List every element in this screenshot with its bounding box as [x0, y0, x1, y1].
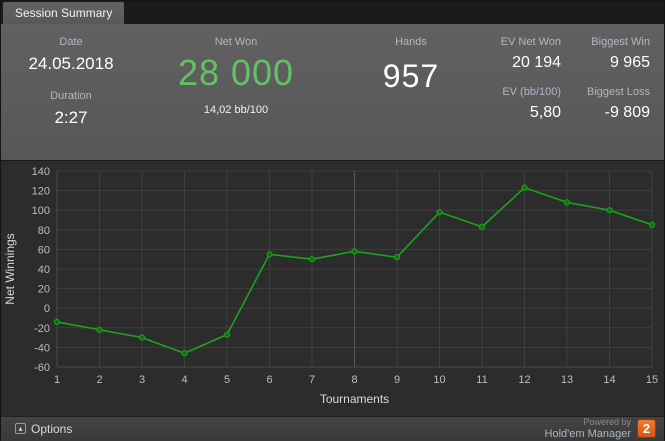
svg-text:-40: -40 — [34, 342, 50, 354]
svg-text:15: 15 — [646, 374, 658, 386]
ev-net-won-value: 20 194 — [512, 54, 562, 71]
hands-column: Hands 957 — [331, 36, 491, 160]
svg-text:10: 10 — [433, 374, 445, 386]
biggest-win-label: Biggest Win — [591, 36, 650, 48]
net-won-value: 28 000 — [177, 52, 295, 93]
svg-text:20: 20 — [38, 284, 50, 296]
svg-text:Tournaments: Tournaments — [320, 392, 389, 406]
svg-text:40: 40 — [38, 264, 50, 276]
svg-text:11: 11 — [476, 374, 487, 386]
options-label: Options — [31, 421, 73, 436]
duration-label: Duration — [50, 90, 92, 102]
duration-stat: Duration 2:27 — [1, 90, 141, 128]
hands-label: Hands — [395, 36, 427, 48]
date-duration-column: Date 24.05.2018 Duration 2:27 — [1, 36, 141, 160]
biggest-loss-stat: Biggest Loss -9 809 — [587, 86, 650, 122]
svg-text:12: 12 — [518, 374, 530, 386]
svg-text:14: 14 — [603, 374, 615, 386]
powered-by-label: Powered by — [583, 417, 631, 427]
svg-text:4: 4 — [181, 374, 187, 386]
biggest-loss-label: Biggest Loss — [587, 86, 650, 98]
svg-text:120: 120 — [32, 186, 50, 198]
net-won-label: Net Won — [214, 36, 258, 48]
net-won-bb100: 14,02 bb/100 — [203, 104, 269, 116]
svg-text:1: 1 — [54, 374, 60, 386]
svg-text:Net Winnings: Net Winnings — [3, 233, 17, 304]
ev-net-won-stat: EV Net Won 20 194 — [501, 36, 561, 72]
date-value: 24.05.2018 — [28, 54, 114, 73]
hm2-logo-icon: 2 — [637, 419, 656, 439]
biggest-win-value: 9 965 — [609, 54, 650, 71]
brand-name: Hold'em Manager — [544, 427, 631, 440]
svg-text:7: 7 — [309, 374, 315, 386]
svg-text:-60: -60 — [34, 362, 50, 374]
ev-bb100-label: EV (bb/100) — [502, 86, 562, 98]
date-stat: Date 24.05.2018 — [1, 36, 141, 74]
svg-text:3: 3 — [139, 374, 145, 386]
svg-text:5: 5 — [224, 374, 230, 386]
tab-session-summary[interactable]: Session Summary — [3, 2, 125, 24]
options-button[interactable]: ▴ Options — [7, 419, 80, 439]
svg-text:2: 2 — [96, 374, 102, 386]
biggest-loss-value: -9 809 — [604, 104, 650, 121]
options-caret-icon: ▴ — [15, 423, 26, 435]
net-winnings-chart-panel: -60 -40 -20 0 20 40 60 80 100 120 140 1 2 3 4 5 6 7 8 9 10 11… — [1, 160, 664, 416]
tab-strip: Session Summary — [1, 1, 664, 24]
ev-stats-grid: EV Net Won 20 194 Biggest Win 9 965 EV (… — [491, 36, 664, 160]
svg-text:140: 140 — [32, 166, 50, 178]
powered-by-text: Powered by Hold'em Manager — [545, 417, 631, 441]
session-stats-header: Date 24.05.2018 Duration 2:27 Net Won 28… — [1, 24, 664, 160]
svg-text:13: 13 — [561, 374, 573, 386]
svg-text:0: 0 — [44, 303, 50, 315]
svg-text:9: 9 — [394, 374, 400, 386]
svg-text:60: 60 — [38, 244, 50, 256]
powered-by-block: Powered by Hold'em Manager 2 — [545, 417, 656, 441]
svg-text:-20: -20 — [34, 323, 50, 335]
hands-value: 957 — [382, 58, 440, 94]
date-label: Date — [59, 36, 83, 48]
svg-text:8: 8 — [351, 374, 357, 386]
svg-text:6: 6 — [266, 374, 272, 386]
svg-text:100: 100 — [32, 205, 50, 217]
status-bar: ▴ Options Powered by Hold'em Manager 2 — [1, 416, 664, 441]
net-won-column: Net Won 28 000 14,02 bb/100 — [141, 36, 331, 160]
svg-text:80: 80 — [38, 225, 50, 237]
biggest-win-stat: Biggest Win 9 965 — [587, 36, 650, 72]
ev-net-won-label: EV Net Won — [500, 36, 562, 48]
ev-bb100-value: 5,80 — [529, 104, 562, 121]
duration-value: 2:27 — [54, 108, 88, 127]
ev-bb100-stat: EV (bb/100) 5,80 — [501, 86, 561, 122]
